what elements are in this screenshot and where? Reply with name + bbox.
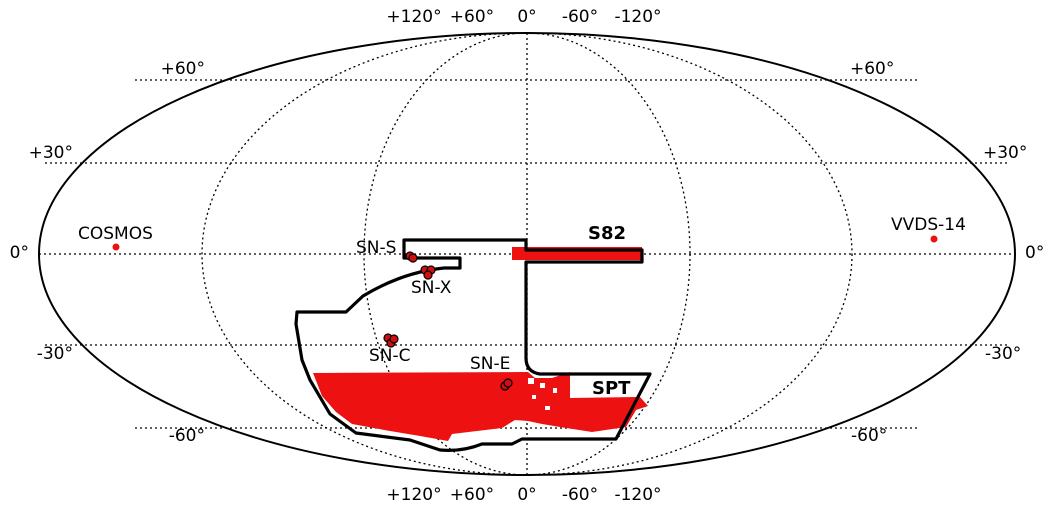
right-lat-tick: +60° xyxy=(850,59,894,79)
spt-coverage xyxy=(313,372,648,441)
sn-s-label: SN-S xyxy=(356,238,396,258)
s82-label: S82 xyxy=(588,223,626,244)
cosmos-label: COSMOS xyxy=(78,224,153,244)
top-tick: +60° xyxy=(450,7,494,27)
left-lat-tick: 0° xyxy=(10,243,29,263)
vvds-patch xyxy=(930,235,938,243)
left-lat-tick: +60° xyxy=(161,59,205,79)
sn-e-label: SN-E xyxy=(470,354,510,374)
footprint-outline xyxy=(294,238,652,452)
right-latitude-ticks: +60° +30° 0° -30° -60° xyxy=(850,59,1044,446)
bottom-tick: -60° xyxy=(562,485,598,505)
top-tick: -120° xyxy=(614,7,661,27)
bottom-tick: +60° xyxy=(450,485,494,505)
bottom-tick: -120° xyxy=(614,485,661,505)
left-latitude-ticks: +60° +30° 0° -30° -60° xyxy=(10,59,205,446)
spt-label: SPT xyxy=(592,378,631,399)
right-lat-tick: -60° xyxy=(851,426,887,446)
top-longitude-ticks: +120° +60° 0° -60° -120° xyxy=(386,7,661,27)
right-lat-tick: 0° xyxy=(1025,243,1044,263)
bottom-longitude-ticks: +120° +60° 0° -60° -120° xyxy=(386,485,661,505)
left-lat-tick: +30° xyxy=(29,143,73,163)
right-lat-tick: +30° xyxy=(983,143,1027,163)
bottom-tick: 0° xyxy=(517,485,536,505)
vvds-label: VVDS-14 xyxy=(891,215,966,235)
top-tick: 0° xyxy=(517,7,536,27)
cosmos-patch xyxy=(112,243,120,251)
left-lat-tick: -60° xyxy=(169,426,205,446)
sn-fields xyxy=(383,251,513,391)
top-tick: -60° xyxy=(562,7,598,27)
sn-x-label: SN-X xyxy=(411,278,452,298)
sn-c-label: SN-C xyxy=(369,346,411,366)
top-tick: +120° xyxy=(386,7,441,27)
left-lat-tick: -30° xyxy=(37,344,73,364)
right-lat-tick: -30° xyxy=(985,344,1021,364)
bottom-tick: +120° xyxy=(386,485,441,505)
